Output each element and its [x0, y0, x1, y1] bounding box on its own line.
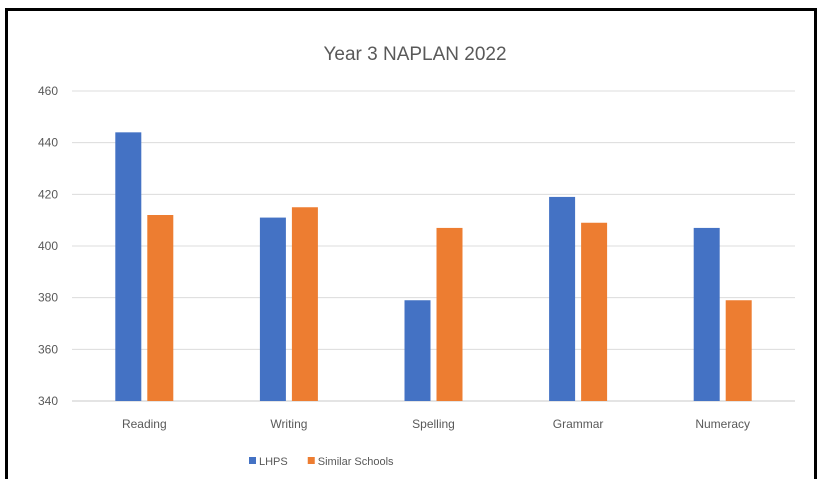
y-tick-label: 420 [38, 187, 58, 201]
y-tick-label: 380 [38, 291, 58, 305]
bar-lhps-reading [115, 132, 142, 402]
y-tick-label: 440 [38, 136, 58, 150]
gridlines [72, 90, 795, 402]
legend-label: LHPS [259, 456, 288, 468]
x-tick-label: Grammar [553, 417, 604, 431]
bar-similar-schools-grammar [581, 222, 608, 401]
y-tick-label: 460 [38, 84, 58, 98]
bar-lhps-numeracy [693, 227, 720, 401]
y-tick-label: 360 [38, 342, 58, 356]
bar-similar-schools-spelling [436, 227, 463, 401]
legend-label: Similar Schools [318, 456, 394, 468]
bar-similar-schools-numeracy [725, 300, 752, 401]
x-tick-label: Spelling [412, 417, 455, 431]
bar-lhps-grammar [549, 196, 576, 401]
bar-similar-schools-writing [291, 207, 318, 401]
x-tick-label: Writing [270, 417, 307, 431]
x-tick-label: Reading [122, 417, 167, 431]
frame-edge-mark [815, 462, 817, 479]
y-tick-label: 340 [38, 394, 58, 408]
x-axis-ticks: Reading Writing Spelling Grammar Numeracy [122, 417, 750, 431]
y-axis-ticks: 340 360 380 400 420 440 460 [38, 84, 58, 408]
bar-similar-schools-reading [147, 215, 174, 401]
chart-title: Year 3 NAPLAN 2022 [323, 44, 506, 65]
legend-swatch [249, 457, 256, 464]
legend-swatch [307, 457, 315, 464]
y-tick-label: 400 [38, 239, 58, 253]
bar-lhps-spelling [404, 300, 431, 401]
x-tick-label: Numeracy [695, 417, 750, 431]
bar-lhps-writing [259, 217, 286, 401]
bars [115, 132, 752, 402]
legend: LHPS Similar Schools [249, 456, 394, 468]
